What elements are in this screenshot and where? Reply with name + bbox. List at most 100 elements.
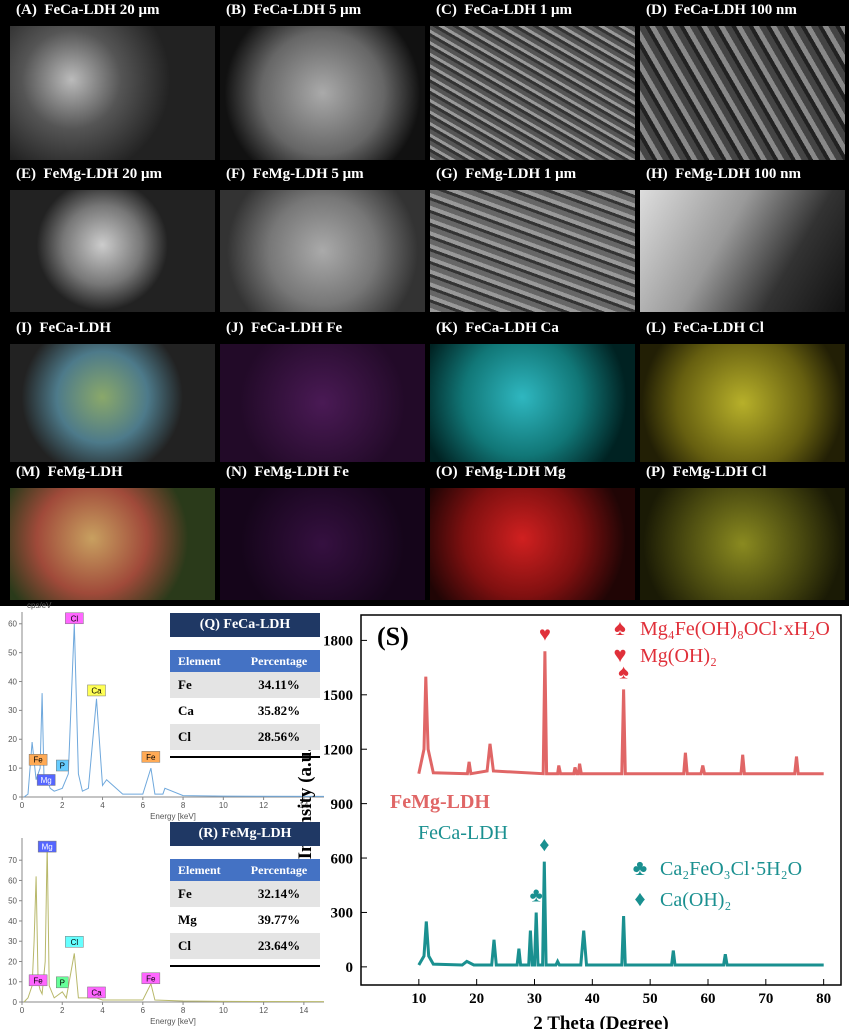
x-axis-label: Energy [keV] [150, 1017, 196, 1026]
y-tick-label: 60 [8, 876, 17, 885]
table-cell: 34.11% [258, 677, 300, 692]
table-cell: 28.56% [257, 729, 301, 744]
panel-image [430, 26, 635, 160]
table-rule [170, 756, 320, 758]
peak-label-box [28, 753, 48, 766]
table-cell: 35.82% [257, 703, 301, 718]
peak-label-box [65, 612, 84, 625]
peak-label-box [36, 774, 56, 786]
x-tick-label: 14 [299, 801, 308, 810]
x-tick-label: 50 [643, 991, 658, 1007]
legend-symbol: ♣ [633, 855, 647, 880]
peak-label: Fe [33, 976, 43, 985]
y-tick-label: 1500 [323, 688, 353, 704]
panel-image [10, 190, 215, 312]
header-cell: Percentage [250, 654, 308, 668]
x-tick-label: 30 [527, 991, 542, 1007]
panel-image [430, 190, 635, 312]
y-tick-label: 40 [8, 917, 17, 926]
y-tick-label: 20 [8, 735, 17, 744]
y-tick-label: 0 [346, 960, 354, 976]
plot-frame [360, 614, 842, 986]
table-row: Fe 32.14% [170, 881, 320, 907]
table-header: Element Percentage [170, 650, 320, 672]
x-axis-label: 2 Theta (Degree) [533, 1013, 668, 1029]
peak-label-box [87, 986, 106, 999]
panel-label: (K) FeCa-LDH Ca [436, 320, 559, 336]
table-row: Cl 28.56% [170, 724, 320, 750]
y-tick-label: 30 [8, 937, 17, 946]
x-tick-label: 40 [585, 991, 600, 1007]
legend-symbol: ♠ [614, 615, 626, 640]
y-tick-label: 10 [8, 978, 17, 987]
peak-label: Fe [146, 974, 156, 983]
panel-image [10, 344, 215, 462]
legend-symbol: ♦ [634, 886, 645, 911]
panel-image [640, 26, 845, 160]
element-table: (Q) FeCa-LDH Element Percentage Fe 34.11% Ca 3… [170, 613, 320, 758]
table-cell: 23.64% [257, 938, 301, 953]
header-cell: Percentage [250, 863, 308, 877]
y-tick-label: 50 [8, 897, 17, 906]
y-tick-label: 1200 [323, 742, 353, 758]
table-row: Mg 39.77% [170, 907, 320, 933]
peak-label-box [37, 840, 57, 853]
panel-image [220, 488, 425, 600]
peak-label: Mg [42, 843, 53, 852]
panel-label: (B) FeCa-LDH 5 μm [226, 2, 362, 18]
x-tick-label: 0 [20, 1006, 25, 1015]
panel-label: (F) FeMg-LDH 5 μm [226, 166, 364, 182]
panel-label: (A) FeCa-LDH 20 μm [16, 2, 160, 18]
x-tick-label: 4 [100, 801, 105, 810]
y-tick-label: 300 [331, 906, 354, 922]
table-cell: Cl [178, 729, 191, 744]
peak-label: Fe [146, 753, 156, 762]
peak-marker: ♦ [539, 834, 549, 856]
x-tick-label: 20 [469, 991, 484, 1007]
x-tick-label: 4 [100, 1006, 105, 1015]
table-cell: Fe [178, 677, 192, 692]
table-title: (R) FeMg-LDH [170, 822, 320, 846]
panel-label: (J) FeCa-LDH Fe [226, 320, 343, 336]
x-tick-label: 10 [219, 1006, 228, 1015]
panel-image [10, 488, 215, 600]
x-tick-label: 10 [219, 801, 228, 810]
element-table: (R) FeMg-LDH Element Percentage Fe 32.14% Mg 3… [170, 822, 320, 967]
x-tick-label: 10 [411, 991, 426, 1007]
table-body: Fe 34.11% Ca 35.82% Cl 28.56% [170, 672, 320, 750]
peak-marker: ♥ [539, 623, 551, 645]
panel-image [430, 344, 635, 462]
table-cell: 32.14% [257, 886, 301, 901]
peak-label-box [87, 684, 106, 697]
panel-label: (N) FeMg-LDH Fe [226, 464, 349, 480]
peak-label: Cl [71, 938, 79, 947]
series-line [23, 623, 325, 798]
y-tick-label: 0 [13, 793, 18, 802]
y-tick-label: 40 [8, 677, 17, 686]
series-line [417, 651, 824, 776]
y-tick-label: 600 [331, 851, 354, 867]
x-tick-label: 14 [299, 1006, 308, 1015]
x-tick-label: 6 [141, 801, 146, 810]
peak-label: Ca [91, 988, 102, 997]
table-cell: Ca [178, 703, 194, 718]
y-tick-label: 50 [8, 648, 17, 657]
panel-image [640, 190, 845, 312]
table-row: Fe 34.11% [170, 672, 320, 698]
legend-symbol: ♥ [613, 642, 626, 667]
y-tick-label: 70 [8, 856, 17, 865]
peak-marker: ♠ [618, 661, 629, 683]
table-rule [170, 965, 320, 967]
panel-label: (C) FeCa-LDH 1 μm [436, 2, 572, 18]
y-tick-label: 30 [8, 706, 17, 715]
x-tick-label: 6 [141, 1006, 146, 1015]
x-tick-label: 60 [700, 991, 715, 1007]
legend-text: Ca(OH)₂ [660, 889, 731, 911]
panel-label: (M) FeMg-LDH [16, 464, 123, 480]
panel-label: (E) FeMg-LDH 20 μm [16, 166, 162, 182]
panel-label: (L) FeCa-LDH Cl [646, 320, 764, 336]
table-title: (Q) FeCa-LDH [170, 613, 320, 637]
panel-label: (G) FeMg-LDH 1 μm [436, 166, 577, 182]
